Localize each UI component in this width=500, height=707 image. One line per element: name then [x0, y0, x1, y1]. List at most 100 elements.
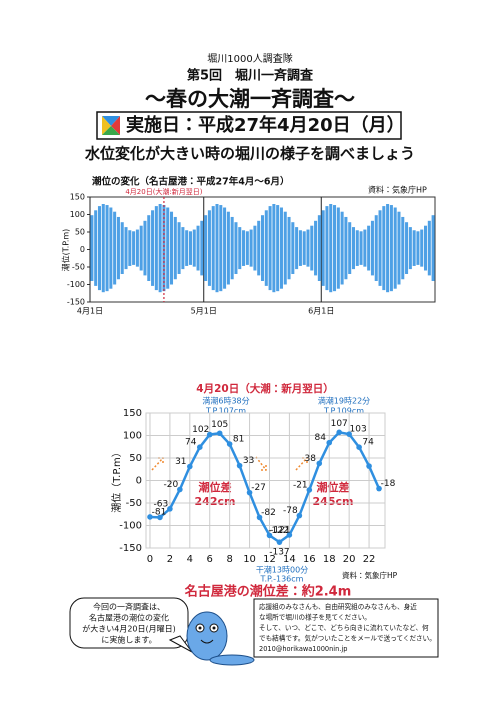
tide-range — [355, 230, 359, 266]
tide-range — [424, 225, 428, 271]
annotation: 245cm — [313, 495, 354, 508]
data-label: 105 — [211, 420, 228, 430]
point — [236, 462, 243, 469]
data-label: -18 — [381, 479, 396, 489]
tide-range — [276, 205, 280, 292]
title: ～春の大潮一斉調査～ — [145, 87, 355, 111]
y-tick-label: -150 — [119, 543, 142, 554]
annotation: 潮位差 — [317, 480, 350, 494]
tide-range — [162, 205, 166, 292]
x-tick-label: 16 — [303, 554, 316, 565]
bubble-tail — [168, 635, 193, 653]
tide-range — [207, 210, 211, 286]
tide-range — [245, 231, 249, 265]
data-label: -81 — [152, 507, 167, 517]
tide-range — [215, 204, 219, 293]
x-tick-label: 6 — [207, 554, 213, 565]
point — [246, 489, 253, 496]
y-tick-label: 150 — [70, 193, 85, 202]
tide-range — [147, 215, 151, 281]
note-right: 応援組のみなさんも、自由研究組のみなさんも、身近な場所で堀川の様子を見てください… — [259, 602, 436, 653]
point — [147, 514, 153, 520]
tide-range — [143, 220, 147, 276]
tide-range — [151, 210, 155, 286]
summary: 名古屋港の潮位差：約2.4m — [184, 584, 352, 600]
point — [306, 487, 313, 493]
data-label: 81 — [233, 435, 244, 445]
tide-range — [219, 205, 223, 292]
tide-range — [321, 210, 325, 286]
data-label: -121 — [270, 525, 290, 535]
tide-range — [283, 211, 287, 285]
mascot — [186, 611, 255, 666]
point — [216, 430, 223, 437]
y-tick-label: 0 — [136, 476, 142, 487]
tide-range — [204, 215, 208, 281]
tide-range — [169, 211, 174, 285]
tide-range — [420, 229, 424, 267]
tide-range — [188, 231, 192, 265]
tide-range — [264, 210, 268, 286]
y-tick-label: -100 — [67, 280, 85, 289]
tide-range — [336, 207, 340, 289]
chart-title: 潮位の変化（名古屋港：平成27年4月～6月） — [92, 176, 289, 188]
tide-range — [116, 216, 120, 280]
tide-range — [223, 207, 227, 289]
tide-range — [268, 206, 272, 291]
point — [376, 485, 382, 492]
tide-range — [272, 204, 276, 293]
tide-range — [374, 215, 378, 281]
tide-range — [393, 207, 397, 289]
x-tick-label: 4月1日 — [77, 307, 103, 316]
data-label: -21 — [293, 480, 308, 490]
tide-range — [279, 207, 283, 289]
tide-range — [139, 225, 143, 271]
tide-range — [397, 211, 401, 285]
annotation: 満潮19時22分 — [318, 396, 370, 406]
tide-range — [177, 222, 181, 274]
data-label: -122 — [268, 526, 288, 536]
chart-title: 4月20日（大潮：新月翌日） — [196, 382, 333, 395]
tide-range — [173, 216, 177, 280]
annotation: 242cm — [195, 495, 236, 508]
data-label: 103 — [350, 425, 367, 435]
data-label: 102 — [192, 425, 209, 435]
point — [196, 444, 203, 451]
org: 堀川1000人調査隊 — [207, 52, 292, 65]
tide-range — [234, 222, 238, 274]
data-label: 33 — [243, 456, 254, 466]
tide-range — [101, 204, 105, 293]
data-label: -27 — [251, 483, 266, 493]
y-tick-label: 0 — [80, 245, 85, 254]
tide-range — [389, 205, 393, 292]
tide-range — [132, 231, 136, 265]
point — [256, 514, 263, 521]
annotation: 干潮13時00分 — [256, 565, 308, 575]
x-tick-label: 12 — [263, 554, 276, 565]
speech-bubble — [69, 597, 189, 649]
x-tick-label: 0 — [147, 554, 153, 565]
tide-range — [196, 225, 200, 271]
tide-range — [370, 220, 374, 276]
note-line: 応援組のみなさんも、自由研究組のみなさんも、身近 — [259, 602, 417, 611]
tide-range — [90, 215, 94, 281]
icon — [102, 116, 120, 135]
annotation: 4月20日(大潮:新月翌日) — [125, 187, 202, 196]
event: 第5回 堀川一斉調査 — [186, 68, 314, 84]
x-tick-label: 14 — [283, 554, 296, 565]
y-tick-label: -100 — [119, 521, 142, 532]
point — [316, 460, 323, 467]
tide-range — [416, 231, 420, 265]
data-label: 74 — [362, 438, 374, 448]
annotation: T.P.107cm — [205, 407, 246, 416]
tide-range — [166, 207, 170, 289]
y-tick-label: 50 — [129, 453, 142, 464]
data-label: 31 — [175, 457, 186, 467]
y-tick-label: -150 — [67, 298, 85, 307]
tide-range — [427, 220, 431, 276]
data-label: -78 — [283, 506, 298, 516]
tide-range — [310, 225, 314, 271]
note-line: な場所で堀川の様子を見てください。 — [259, 613, 371, 622]
source: 資料：気象庁HP — [342, 570, 398, 580]
